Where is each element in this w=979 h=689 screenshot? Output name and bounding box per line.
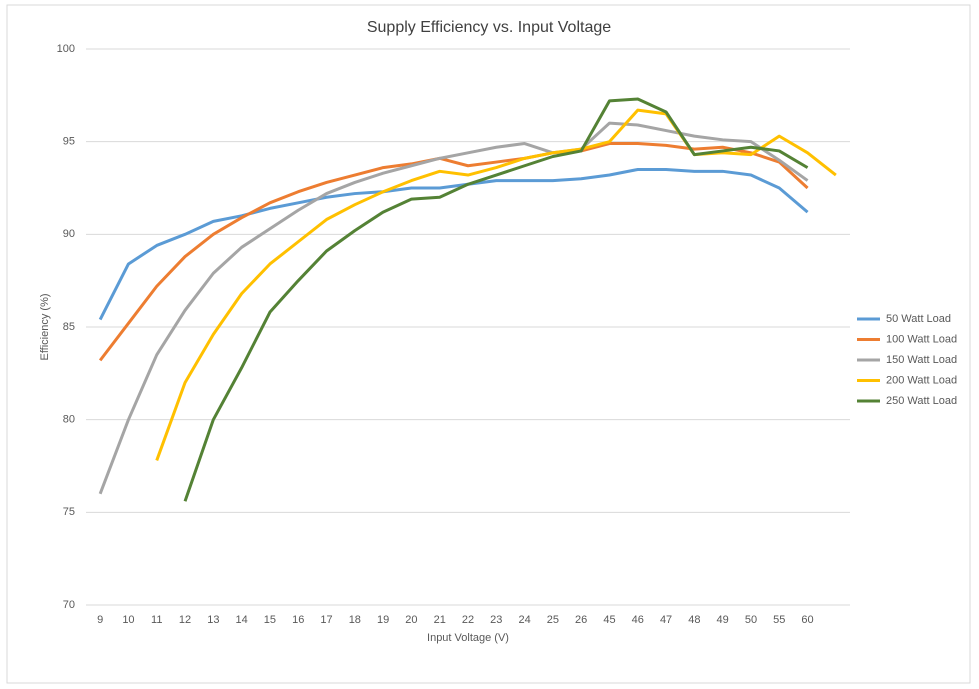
x-tick-label: 22 [462,614,474,626]
x-tick-label: 55 [773,614,785,626]
x-tick-label: 10 [122,614,134,626]
legend-label: 50 Watt Load [886,313,951,325]
x-tick-label: 48 [688,614,700,626]
x-tick-label: 17 [320,614,332,626]
x-tick-label: 24 [518,614,530,626]
series-line [98,167,809,321]
x-tick-label: 16 [292,614,304,626]
series-line [155,108,837,461]
legend-label: 250 Watt Load [886,395,957,407]
y-axis-label: Efficiency (%) [39,293,51,360]
y-tick-label: 95 [63,136,75,148]
y-tick-label: 85 [63,321,75,333]
y-tick-label: 75 [63,506,75,518]
legend-label: 200 Watt Load [886,374,957,386]
series-line [98,121,809,495]
x-tick-label: 12 [179,614,191,626]
legend-label: 150 Watt Load [886,354,957,366]
x-tick-label: 21 [434,614,446,626]
x-tick-label: 19 [377,614,389,626]
x-tick-label: 20 [405,614,417,626]
x-tick-label: 11 [151,614,162,626]
x-tick-label: 46 [632,614,644,626]
x-tick-label: 15 [264,614,276,626]
y-tick-label: 90 [63,228,75,240]
x-tick-label: 50 [745,614,757,626]
chart-title: Supply Efficiency vs. Input Voltage [367,19,611,36]
y-tick-label: 70 [63,599,75,611]
x-tick-label: 13 [207,614,219,626]
series-line [183,97,809,502]
x-tick-label: 9 [97,614,103,626]
x-tick-label: 25 [547,614,559,626]
y-tick-label: 80 [63,414,75,426]
x-tick-label: 60 [801,614,813,626]
x-tick-label: 14 [236,614,248,626]
x-tick-label: 49 [717,614,729,626]
y-tick-label: 100 [57,43,75,55]
legend-label: 100 Watt Load [886,333,957,345]
x-tick-label: 26 [575,614,587,626]
x-tick-label: 23 [490,614,502,626]
x-tick-label: 18 [349,614,361,626]
x-tick-label: 45 [603,614,615,626]
chart-frame [6,4,971,684]
x-axis-label: Input Voltage (V) [427,632,509,644]
x-tick-label: 47 [660,614,672,626]
